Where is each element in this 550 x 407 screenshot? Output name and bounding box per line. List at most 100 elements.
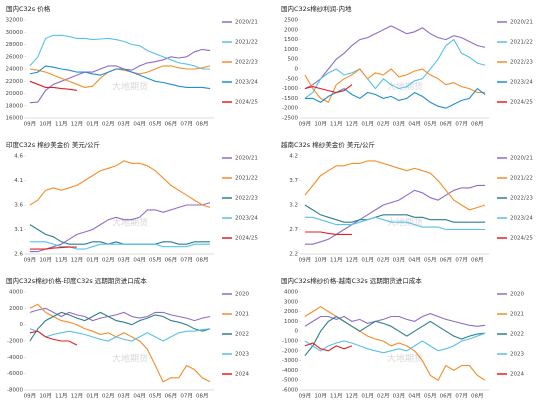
series-line: [304, 216, 486, 231]
x-tick-label: 12月: [71, 121, 84, 128]
legend-label: 2021/22: [510, 176, 533, 182]
x-tick-label: 06月: [165, 257, 178, 264]
x-tick-label: 02月: [377, 257, 390, 264]
y-tick-label: -8000: [7, 388, 23, 394]
chart-title: 越南C32s 棉纱美金价 美元/公斤: [281, 140, 376, 149]
x-tick-label: 01月: [86, 121, 99, 128]
legend-label: 2021: [510, 312, 524, 318]
y-tick-label: 0: [20, 322, 24, 328]
y-tick-label: -1000: [282, 86, 298, 92]
x-tick-label: 04月: [408, 393, 421, 400]
series-line: [29, 241, 211, 250]
x-tick-label: 11月: [330, 257, 343, 264]
y-tick-label: -1000: [282, 339, 298, 345]
x-tick-label: 05月: [424, 393, 437, 400]
x-tick-label: 05月: [149, 393, 162, 400]
x-tick-label: 08月: [196, 257, 209, 264]
legend-label: 2021/22: [235, 176, 258, 182]
x-tick-label: 08月: [196, 393, 209, 400]
chart-title: 国内C32s棉纱利润-内地: [281, 4, 352, 13]
legend-label: 2020: [235, 292, 249, 298]
legend-label: 2022/23: [235, 60, 258, 66]
x-tick-label: 11月: [330, 393, 343, 400]
x-tick-label: 07月: [455, 257, 468, 264]
y-tick-label: -2000: [282, 106, 298, 112]
legend-label: 2020/21: [510, 20, 533, 26]
series-line: [29, 246, 77, 250]
series-line: [29, 307, 211, 322]
y-tick-label: 3.7: [289, 178, 298, 184]
x-tick-label: 12月: [71, 257, 84, 264]
x-tick-label: 01月: [361, 121, 374, 128]
x-tick-label: 03月: [118, 257, 131, 264]
x-tick-label: 09月: [24, 393, 37, 400]
x-tick-label: 05月: [149, 257, 162, 264]
y-tick-label: 2.2: [289, 252, 298, 258]
x-tick-label: 04月: [133, 393, 146, 400]
y-tick-label: -3000: [282, 358, 298, 364]
x-tick-label: 07月: [180, 393, 193, 400]
x-tick-label: 05月: [424, 121, 437, 128]
y-tick-label: 22000: [6, 79, 24, 85]
y-tick-label: -2000: [282, 348, 298, 354]
legend-label: 2021/22: [510, 40, 533, 46]
y-tick-label: 4000: [284, 290, 298, 296]
legend-label: 2024/25: [510, 100, 533, 106]
series-line: [304, 204, 486, 223]
x-tick-label: 07月: [455, 121, 468, 128]
legend-label: 2023: [235, 352, 249, 358]
x-tick-label: 02月: [102, 393, 115, 400]
series-line: [29, 80, 77, 91]
series-line: [29, 303, 211, 383]
y-tick-label: 0: [295, 329, 299, 335]
x-tick-label: 10月: [39, 393, 52, 400]
x-tick-label: 02月: [377, 121, 390, 128]
y-tick-label: 0: [295, 67, 299, 73]
x-tick-label: 10月: [314, 393, 327, 400]
x-tick-label: 06月: [440, 393, 453, 400]
legend-label: 2021/22: [235, 40, 258, 46]
legend-label: 2024/25: [235, 100, 258, 106]
x-tick-label: 01月: [86, 257, 99, 264]
series-line: [29, 328, 211, 342]
x-tick-label: 05月: [424, 257, 437, 264]
y-tick-label: 4.6: [14, 154, 23, 160]
x-tick-label: 12月: [71, 393, 84, 400]
series-line: [304, 315, 486, 357]
x-tick-label: 08月: [196, 121, 209, 128]
legend-label: 2023/24: [235, 216, 258, 222]
series-line: [29, 224, 211, 245]
series-line: [304, 68, 486, 104]
y-tick-label: 26000: [6, 54, 24, 60]
x-tick-label: 03月: [118, 121, 131, 128]
y-tick-label: 1500: [284, 37, 298, 43]
x-tick-label: 01月: [361, 257, 374, 264]
y-tick-label: -6000: [7, 371, 23, 377]
series-line: [304, 38, 486, 99]
y-tick-label: 2000: [9, 306, 23, 312]
y-tick-label: 30000: [6, 30, 24, 36]
series-line: [29, 48, 211, 104]
series-line: [304, 25, 486, 90]
x-tick-label: 02月: [377, 393, 390, 400]
y-tick-label: 1000: [284, 47, 298, 53]
y-tick-label: 1000: [284, 319, 298, 325]
y-tick-label: 2000: [284, 309, 298, 315]
series-line: [29, 202, 211, 253]
x-tick-label: 07月: [455, 393, 468, 400]
x-tick-label: 09月: [24, 121, 37, 128]
x-tick-label: 05月: [149, 121, 162, 128]
x-tick-label: 03月: [118, 393, 131, 400]
x-tick-label: 10月: [39, 257, 52, 264]
y-tick-label: 24000: [6, 67, 24, 73]
x-tick-label: 04月: [133, 257, 146, 264]
legend-label: 2024/25: [510, 236, 533, 242]
y-tick-label: 3.1: [14, 227, 23, 233]
x-tick-label: 06月: [440, 257, 453, 264]
y-tick-label: 18000: [6, 103, 24, 109]
legend-label: 2023/24: [235, 80, 258, 86]
x-tick-label: 08月: [471, 393, 484, 400]
legend-label: 2022: [235, 332, 249, 338]
y-tick-label: -4000: [7, 355, 23, 361]
x-tick-label: 01月: [361, 393, 374, 400]
